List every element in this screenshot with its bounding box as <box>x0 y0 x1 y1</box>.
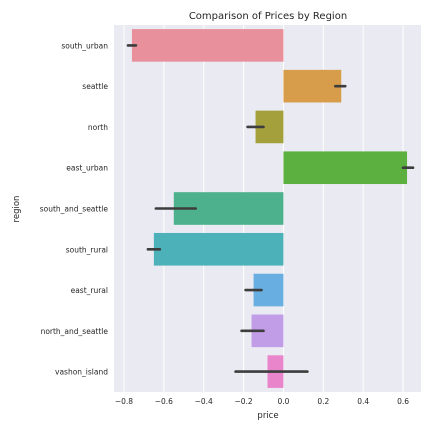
y-tick-label: south_urban <box>61 41 108 50</box>
x-tick-label: 0.4 <box>357 397 369 406</box>
x-tick-label: 0.6 <box>397 397 409 406</box>
chart-title: Comparison of Prices by Region <box>189 11 347 22</box>
x-axis-label: price <box>257 411 278 421</box>
x-tick-labels: −0.8 −0.6 −0.4 −0.2 0.0 0.2 0.4 0.6 <box>115 397 409 406</box>
x-tick-label: 0.2 <box>317 397 329 406</box>
y-tick-label: north_and_seattle <box>41 327 109 336</box>
y-tick-label: north <box>88 123 108 132</box>
y-tick-label: south_rural <box>66 245 108 254</box>
error-bars <box>126 44 415 373</box>
y-tick-label: south_and_seattle <box>40 205 109 214</box>
y-tick-label: east_rural <box>71 286 108 295</box>
y-axis-label: region <box>12 196 22 223</box>
bar-east_urban <box>283 151 408 185</box>
x-tick-label: −0.4 <box>195 397 213 406</box>
x-tick-label: 0.0 <box>277 397 289 406</box>
x-tick-label: −0.6 <box>155 397 173 406</box>
bars <box>131 29 408 388</box>
bar-south_urban <box>131 29 284 62</box>
x-tick-label: −0.8 <box>115 397 133 406</box>
bar-seattle <box>283 69 342 103</box>
y-tick-label: vashon_island <box>55 368 108 377</box>
y-tick-label: east_urban <box>66 164 108 173</box>
y-tick-label: seattle <box>82 82 108 91</box>
bar-south_rural <box>153 232 284 266</box>
x-tick-label: −0.2 <box>234 397 252 406</box>
